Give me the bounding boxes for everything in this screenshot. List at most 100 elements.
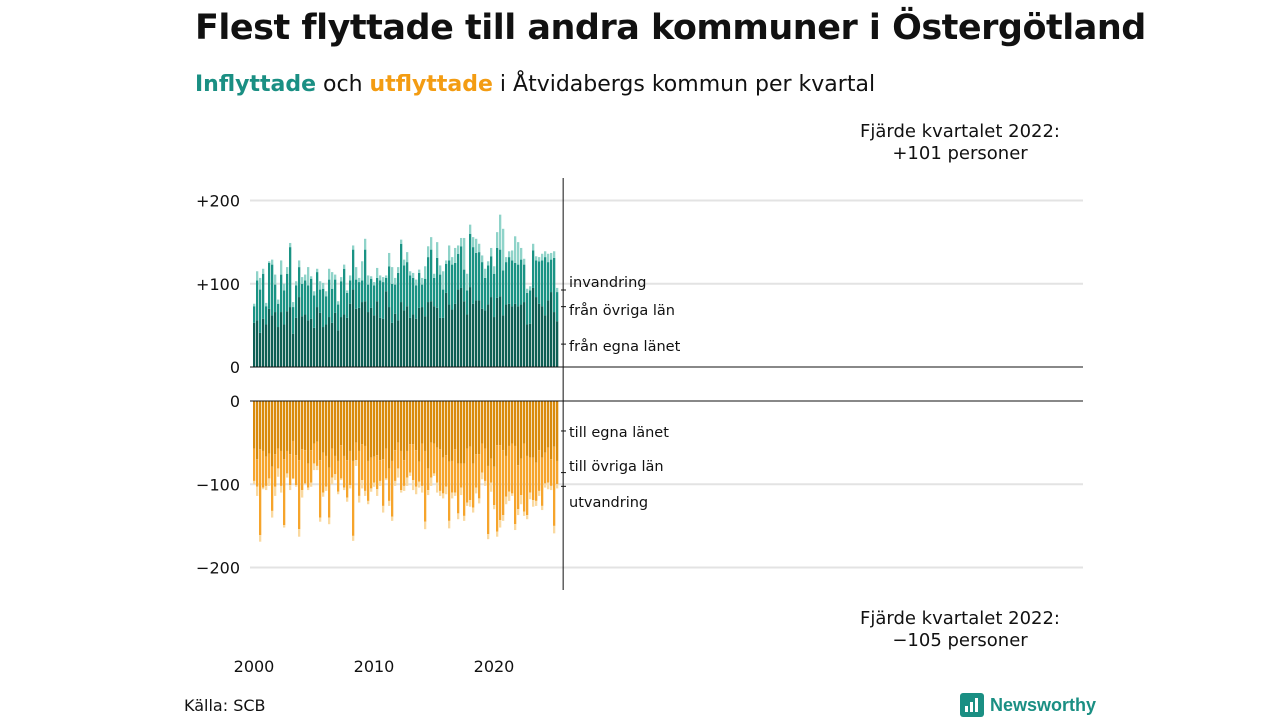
bar-outflow-till-egna-lanet bbox=[382, 401, 385, 460]
bar-outflow-utvandring bbox=[331, 477, 334, 485]
x-tick-label: 2020 bbox=[474, 657, 515, 676]
component-label-utvandring: utvandring bbox=[569, 495, 648, 511]
source-note: Källa: SCB bbox=[184, 696, 266, 715]
bar-outflow-till-egna-lanet bbox=[391, 401, 394, 461]
bar-outflow-till-egna-lanet bbox=[265, 401, 268, 457]
bar-inflow-fran-ovriga-lan bbox=[436, 257, 439, 308]
bar-outflow-utvandring bbox=[394, 480, 397, 486]
bar-inflow-fran-egna-lanet bbox=[292, 333, 295, 367]
bar-inflow-fran-ovriga-lan bbox=[310, 278, 313, 319]
bar-inflow-fran-egna-lanet bbox=[493, 317, 496, 367]
bar-outflow-till-egna-lanet bbox=[493, 401, 496, 467]
bar-inflow-fran-egna-lanet bbox=[271, 315, 274, 367]
bar-outflow-till-egna-lanet bbox=[481, 401, 484, 444]
bar-outflow-till-egna-lanet bbox=[523, 401, 526, 444]
bar-outflow-till-ovriga-lan bbox=[388, 468, 391, 501]
bar-outflow-till-ovriga-lan bbox=[427, 468, 430, 491]
bar-inflow-invandring bbox=[406, 252, 409, 263]
annotations: Fjärde kvartalet 2022: +101 personer Fjä… bbox=[562, 121, 1060, 651]
bar-outflow-till-ovriga-lan bbox=[496, 445, 499, 532]
bar-outflow-utvandring bbox=[493, 505, 496, 510]
bar-outflow-till-ovriga-lan bbox=[280, 450, 283, 486]
bar-inflow-fran-ovriga-lan bbox=[307, 285, 310, 321]
bar-outflow-till-egna-lanet bbox=[355, 401, 358, 443]
bar-outflow-till-ovriga-lan bbox=[319, 460, 322, 518]
bar-inflow-fran-ovriga-lan bbox=[496, 247, 499, 298]
bar-inflow-fran-egna-lanet bbox=[262, 318, 265, 367]
bar-inflow-fran-ovriga-lan bbox=[304, 280, 307, 315]
bar-inflow-fran-egna-lanet bbox=[358, 307, 361, 367]
bar-inflow-fran-egna-lanet bbox=[451, 309, 454, 367]
bar-outflow-utvandring bbox=[391, 516, 394, 521]
bar-inflow-invandring bbox=[454, 247, 457, 263]
bar-inflow-fran-egna-lanet bbox=[433, 306, 436, 367]
bar-inflow-fran-egna-lanet bbox=[442, 317, 445, 367]
bar-inflow-fran-ovriga-lan bbox=[295, 285, 298, 318]
bar-outflow-utvandring bbox=[517, 509, 520, 516]
bar-inflow-invandring bbox=[343, 264, 346, 269]
bar-outflow-till-ovriga-lan bbox=[385, 448, 388, 479]
bar-inflow-fran-ovriga-lan bbox=[550, 259, 553, 293]
bar-outflow-till-ovriga-lan bbox=[253, 448, 256, 481]
bar-inflow-fran-egna-lanet bbox=[268, 308, 271, 367]
subtitle-inflow-word: Inflyttade bbox=[195, 72, 317, 97]
bar-outflow-utvandring bbox=[334, 474, 337, 481]
bar-outflow-utvandring bbox=[418, 481, 421, 488]
bar-outflow-utvandring bbox=[328, 517, 331, 525]
bar-outflow-utvandring bbox=[373, 482, 376, 487]
bar-outflow-utvandring bbox=[304, 483, 307, 485]
bar-inflow-fran-egna-lanet bbox=[466, 314, 469, 367]
bar-inflow-invandring bbox=[493, 266, 496, 274]
bar-outflow-till-egna-lanet bbox=[325, 401, 328, 456]
bar-inflow-fran-ovriga-lan bbox=[253, 306, 256, 323]
bar-inflow-invandring bbox=[268, 261, 271, 263]
bar-inflow-fran-ovriga-lan bbox=[457, 253, 460, 290]
bar-inflow-fran-ovriga-lan bbox=[274, 284, 277, 313]
bar-outflow-till-ovriga-lan bbox=[529, 457, 532, 493]
bar-inflow-invandring bbox=[403, 259, 406, 266]
bar-inflow-fran-egna-lanet bbox=[280, 312, 283, 367]
bar-outflow-till-egna-lanet bbox=[508, 401, 511, 446]
bar-outflow-utvandring bbox=[463, 515, 466, 521]
bar-outflow-utvandring bbox=[466, 502, 469, 506]
bar-inflow-fran-ovriga-lan bbox=[403, 265, 406, 311]
bar-outflow-till-egna-lanet bbox=[490, 401, 493, 459]
bar-inflow-invandring bbox=[427, 246, 430, 258]
bar-inflow-fran-ovriga-lan bbox=[400, 243, 403, 303]
bar-inflow-invandring bbox=[457, 245, 460, 254]
bar-inflow-invandring bbox=[469, 224, 472, 234]
bar-outflow-utvandring bbox=[496, 531, 499, 537]
bar-outflow-till-ovriga-lan bbox=[418, 461, 421, 482]
bar-inflow-fran-egna-lanet bbox=[325, 324, 328, 367]
bar-inflow-fran-ovriga-lan bbox=[376, 277, 379, 302]
bar-outflow-utvandring bbox=[382, 505, 385, 513]
bar-outflow-utvandring bbox=[322, 492, 325, 497]
bar-inflow-fran-ovriga-lan bbox=[397, 272, 400, 321]
bar-inflow-fran-egna-lanet bbox=[274, 312, 277, 367]
bar-outflow-till-ovriga-lan bbox=[376, 455, 379, 490]
bar-outflow-till-egna-lanet bbox=[358, 401, 361, 451]
bar-inflow-invandring bbox=[475, 238, 478, 253]
bar-outflow-utvandring bbox=[316, 465, 319, 471]
bar-outflow-till-ovriga-lan bbox=[541, 457, 544, 506]
bar-outflow-till-egna-lanet bbox=[445, 401, 448, 456]
brand-logo: Newsworthy bbox=[960, 693, 1096, 717]
bar-inflow-fran-egna-lanet bbox=[457, 289, 460, 367]
bar-inflow-invandring bbox=[337, 301, 340, 305]
bar-inflow-invandring bbox=[547, 253, 550, 263]
bar-outflow-utvandring bbox=[412, 480, 415, 491]
bar-outflow-utvandring bbox=[511, 493, 514, 496]
bar-outflow-utvandring bbox=[274, 486, 277, 496]
axes bbox=[250, 366, 1083, 402]
bar-outflow-till-egna-lanet bbox=[394, 401, 397, 451]
annotation-bottom-line1: Fjärde kvartalet 2022: bbox=[860, 608, 1060, 629]
bar-outflow-till-ovriga-lan bbox=[409, 444, 412, 473]
bar-outflow-utvandring bbox=[454, 492, 457, 496]
bar-outflow-till-ovriga-lan bbox=[328, 467, 331, 518]
bar-outflow-utvandring bbox=[445, 486, 448, 495]
bar-outflow-till-egna-lanet bbox=[448, 401, 451, 462]
annotation-bottom-line2: −105 personer bbox=[892, 630, 1028, 651]
bar-inflow-invandring bbox=[319, 281, 322, 290]
bar-outflow-utvandring bbox=[526, 515, 529, 520]
